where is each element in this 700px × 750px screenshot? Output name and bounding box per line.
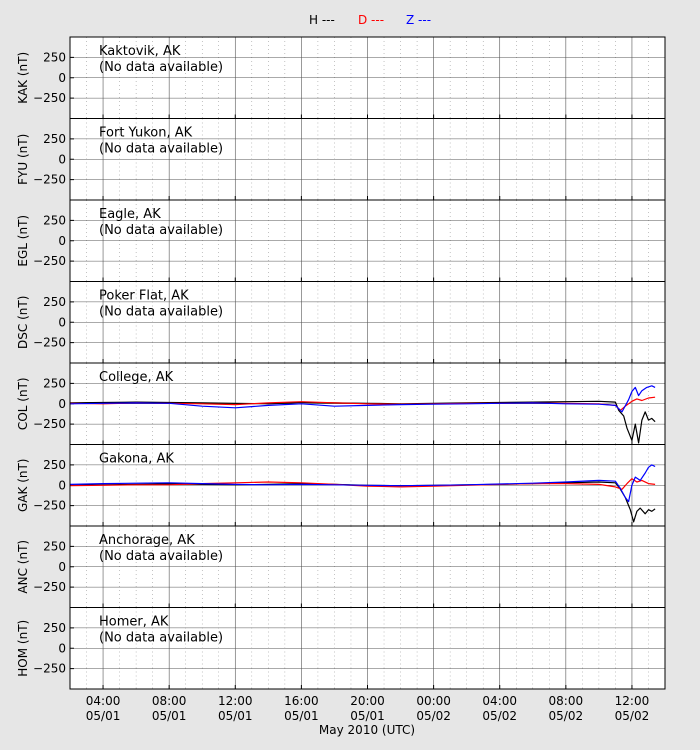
no-data-note: (No data available) <box>99 305 223 320</box>
y-tick-label: −250 <box>33 173 66 187</box>
panel-fyu: 250 0 −250 Fort Yukon, AK(No data available… <box>16 118 666 201</box>
station-name: Kaktovik, AK <box>99 44 181 59</box>
x-tick-time: 16:00 <box>284 694 319 708</box>
station-name: Homer, AK <box>99 615 169 630</box>
y-tick-label: 250 <box>43 132 66 146</box>
y-tick-label: −250 <box>33 417 66 431</box>
y-axis-label: GAK (nT) <box>16 459 30 513</box>
x-tick-time: 20:00 <box>350 694 385 708</box>
y-tick-label: 0 <box>58 641 66 655</box>
x-tick-date: 05/01 <box>86 709 121 723</box>
x-tick-date: 05/02 <box>615 709 650 723</box>
station-name: Poker Flat, AK <box>99 289 189 304</box>
station-name: Anchorage, AK <box>99 533 195 548</box>
legend: H --- D --- Z --- <box>309 13 431 27</box>
station-name: College, AK <box>99 370 174 385</box>
x-tick-date: 05/02 <box>482 709 517 723</box>
y-axis-label: DSC (nT) <box>16 296 30 349</box>
no-data-note: (No data available) <box>99 549 223 564</box>
y-tick-label: 0 <box>58 71 66 85</box>
series-line-z <box>70 385 656 413</box>
y-tick-label: 0 <box>58 152 66 166</box>
x-tick-time: 04:00 <box>86 694 121 708</box>
x-tick-date: 05/01 <box>350 709 385 723</box>
y-tick-label: 0 <box>58 315 66 329</box>
x-tick-date: 05/02 <box>416 709 451 723</box>
x-tick-date: 05/01 <box>152 709 187 723</box>
y-axis-label: COL (nT) <box>16 377 30 430</box>
x-axis-label: May 2010 (UTC) <box>319 723 415 737</box>
y-tick-label: −250 <box>33 499 66 513</box>
y-axis-label: ANC (nT) <box>16 540 30 594</box>
y-tick-label: 250 <box>43 621 66 635</box>
x-tick-time: 08:00 <box>549 694 584 708</box>
panel-kak: 250 0 −250 Kaktovik, AK(No data available) K… <box>16 36 666 119</box>
station-name: Eagle, AK <box>99 207 161 222</box>
y-tick-label: 0 <box>58 234 66 248</box>
y-tick-label: −250 <box>33 336 66 350</box>
y-tick-label: −250 <box>33 91 66 105</box>
y-tick-label: 250 <box>43 213 66 227</box>
legend-entry-d: D --- <box>358 13 384 27</box>
x-tick-time: 08:00 <box>152 694 187 708</box>
y-tick-label: −250 <box>33 580 66 594</box>
no-data-note: (No data available) <box>99 631 223 646</box>
panel-col: 250 0 −250 College, AK COL (nT) <box>16 362 666 445</box>
no-data-note: (No data available) <box>99 223 223 238</box>
y-tick-label: 250 <box>43 376 66 390</box>
y-tick-label: 0 <box>58 397 66 411</box>
legend-entry-h: H --- <box>309 13 335 27</box>
y-axis-label: HOM (nT) <box>16 620 30 677</box>
panel-dsc: 250 0 −250 Poker Flat, AK(No data available… <box>16 281 666 364</box>
station-name: Gakona, AK <box>99 452 174 467</box>
y-tick-label: 250 <box>43 539 66 553</box>
series-line-z <box>70 464 656 503</box>
y-tick-label: 0 <box>58 478 66 492</box>
x-tick-date: 05/02 <box>549 709 584 723</box>
panel-egl: 250 0 −250 Eagle, AK(No data available) EGL … <box>16 199 666 282</box>
x-tick-time: 12:00 <box>218 694 253 708</box>
panel-anc: 250 0 −250 Anchorage, AK(No data available)… <box>16 525 666 608</box>
station-name: Fort Yukon, AK <box>99 126 193 141</box>
y-axis-label: EGL (nT) <box>16 215 30 267</box>
y-tick-label: 250 <box>43 458 66 472</box>
x-tick-date: 05/01 <box>218 709 253 723</box>
x-axis: 04:0005/0108:0005/0112:0005/0116:0005/01… <box>86 694 649 737</box>
x-tick-time: 12:00 <box>615 694 650 708</box>
y-tick-label: −250 <box>33 254 66 268</box>
series-line-h <box>70 400 656 444</box>
y-axis-label: KAK (nT) <box>16 52 30 104</box>
y-tick-label: 0 <box>58 560 66 574</box>
legend-entry-z: Z --- <box>406 13 431 27</box>
x-tick-time: 00:00 <box>416 694 451 708</box>
y-tick-label: −250 <box>33 662 66 676</box>
no-data-note: (No data available) <box>99 142 223 157</box>
y-tick-label: 250 <box>43 50 66 64</box>
panel-gak: 250 0 −250 Gakona, AK GAK (nT) <box>16 444 666 527</box>
x-tick-time: 04:00 <box>482 694 517 708</box>
y-tick-label: 250 <box>43 295 66 309</box>
no-data-note: (No data available) <box>99 60 223 75</box>
y-axis-label: FYU (nT) <box>16 134 30 185</box>
x-tick-date: 05/01 <box>284 709 319 723</box>
panel-hom: 250 0 −250 Homer, AK(No data available) HOM … <box>16 607 666 690</box>
